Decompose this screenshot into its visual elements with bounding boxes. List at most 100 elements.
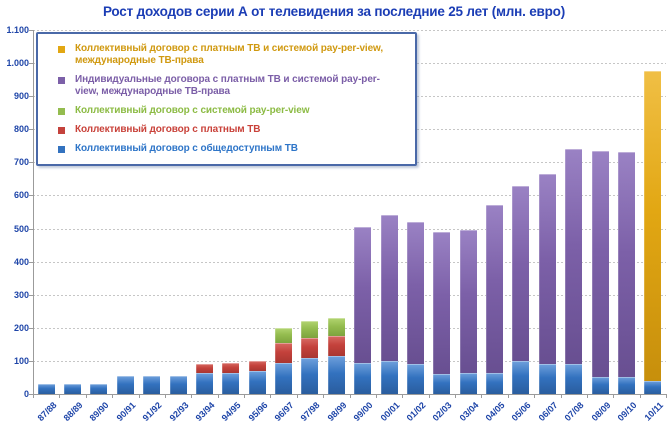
y-tick (29, 327, 33, 329)
x-tick (191, 394, 193, 398)
bar-97/98-segment (301, 357, 319, 394)
gridline-200 (33, 327, 666, 329)
bar-97/98-segment (301, 321, 319, 338)
x-tick (296, 394, 298, 398)
x-tick (666, 394, 667, 398)
bar-00/01-segment (380, 360, 398, 394)
x-tick (534, 394, 536, 398)
bar-98/99-segment (327, 355, 345, 394)
x-axis-label: 00/01 (378, 400, 402, 424)
gridline-1.100 (33, 30, 666, 31)
bar-93/94-segment (195, 372, 213, 394)
x-tick (217, 394, 219, 398)
bar-95/96-segment (248, 360, 266, 371)
bar-06/07-segment (538, 173, 556, 365)
bar-91/92-segment (143, 375, 161, 394)
x-tick (586, 394, 588, 398)
x-tick (639, 394, 641, 398)
y-axis-label: 600 (13, 190, 29, 201)
x-tick (613, 394, 615, 398)
bar-96/97-segment (275, 362, 293, 394)
legend-swatch-icon (58, 77, 65, 84)
x-tick (164, 394, 166, 398)
bar-09/10-segment (617, 377, 635, 394)
legend-label: Коллективный договор с платным ТВ и сист… (75, 43, 384, 66)
bar-01/02-segment (406, 221, 424, 365)
y-tick (29, 63, 33, 65)
x-tick (349, 394, 351, 398)
bar-98/99-segment (327, 317, 345, 337)
bar-99/00-segment (354, 226, 372, 363)
x-axis-label: 10/11 (642, 400, 665, 423)
y-axis-label: 400 (13, 256, 29, 267)
gridline-600 (33, 195, 666, 197)
bar-92/93-segment (169, 375, 187, 394)
x-axis-label: 09/10 (615, 400, 639, 424)
bar-05/06-segment (512, 185, 530, 361)
x-tick (560, 394, 562, 398)
bar-97/98-segment (301, 337, 319, 358)
bar-00/01-segment (380, 215, 398, 361)
legend-item: Коллективный договор с платным ТВ и сист… (52, 43, 403, 67)
y-tick (29, 162, 33, 164)
x-axis-label: 99/00 (351, 400, 375, 424)
y-axis-label: 1.100 (6, 25, 29, 35)
legend-label: Коллективный договор с системой pay-per-… (75, 105, 310, 116)
y-axis-label: 800 (13, 124, 29, 135)
y-axis-label: 500 (13, 223, 29, 234)
y-tick (29, 228, 33, 230)
x-tick (402, 394, 404, 398)
y-axis-label: 300 (13, 289, 29, 300)
gridline-400 (33, 261, 666, 263)
x-axis-label: 89/90 (88, 400, 112, 424)
x-tick (59, 394, 61, 398)
legend-item: Коллективный договор с общедоступным ТВ (52, 143, 403, 155)
legend-item: Коллективный договор с системой pay-per-… (52, 105, 403, 117)
bar-94/95-segment (222, 362, 240, 373)
y-axis-label: 700 (13, 157, 29, 168)
bar-05/06-segment (512, 360, 530, 394)
bar-06/07-segment (538, 364, 556, 394)
bar-02/03-segment (433, 231, 451, 375)
legend-item: Индивидуальные договора с платным ТВ и с… (52, 74, 403, 98)
legend-label: Коллективный договор с платным ТВ (75, 124, 261, 135)
bar-96/97-segment (275, 327, 293, 343)
y-axis (33, 30, 34, 398)
bar-89/90-segment (90, 384, 108, 394)
bar-88/89-segment (64, 384, 82, 394)
bar-03/04-segment (459, 230, 477, 373)
x-tick (375, 394, 377, 398)
bar-04/05-segment (486, 205, 504, 373)
bar-08/09-segment (591, 150, 609, 378)
x-axis-label: 97/98 (299, 400, 323, 424)
y-axis-label: 900 (13, 91, 29, 102)
x-axis-label: 93/94 (193, 400, 217, 424)
bar-10/11-segment (644, 71, 662, 381)
x-axis-label: 90/91 (114, 400, 138, 424)
x-axis-label: 02/03 (430, 400, 454, 424)
bar-99/00-segment (354, 362, 372, 394)
bar-87/88-segment (37, 384, 55, 394)
x-tick (323, 394, 325, 398)
legend-swatch-icon (58, 146, 65, 153)
x-tick (507, 394, 509, 398)
x-axis-label: 95/96 (246, 400, 270, 424)
y-tick (29, 30, 33, 31)
bar-09/10-segment (617, 152, 635, 378)
bar-10/11-segment (644, 380, 662, 394)
x-axis-label: 94/95 (219, 400, 243, 424)
legend: Коллективный договор с платным ТВ и сист… (36, 32, 417, 166)
x-axis-label: 03/04 (457, 400, 481, 424)
chart-title: Рост доходов серии А от телевидения за п… (102, 4, 566, 19)
x-tick (428, 394, 430, 398)
x-tick (270, 394, 272, 398)
x-tick (33, 394, 34, 398)
bar-07/08-segment (565, 149, 583, 365)
bar-93/94-segment (195, 364, 213, 373)
y-tick (29, 360, 33, 362)
bar-02/03-segment (433, 374, 451, 394)
y-axis-label: 1.000 (6, 58, 29, 69)
bar-04/05-segment (486, 372, 504, 394)
y-tick (29, 129, 33, 131)
